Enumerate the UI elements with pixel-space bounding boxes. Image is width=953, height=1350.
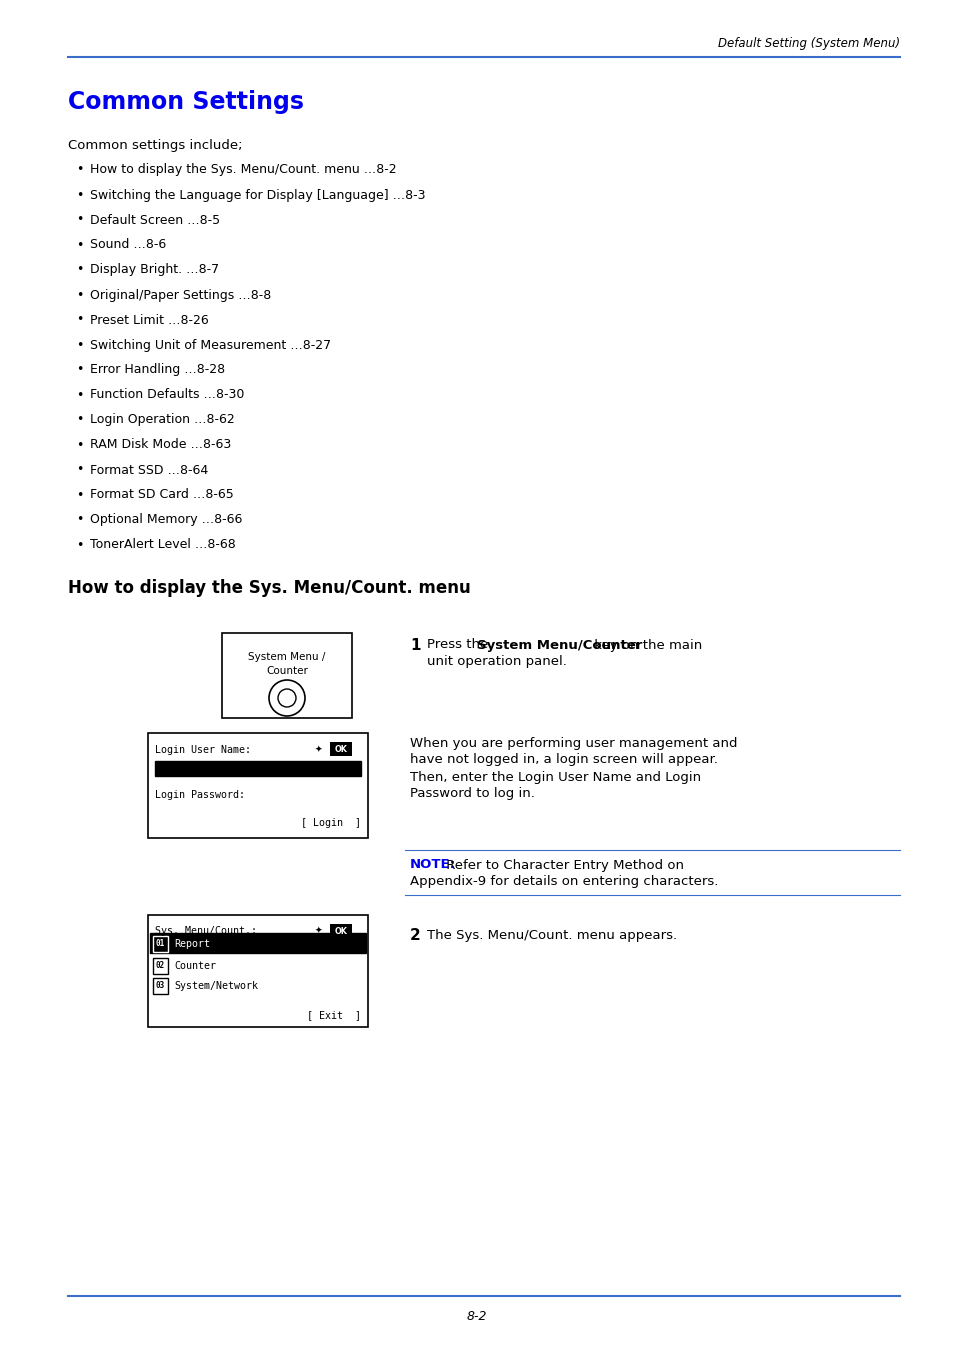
Text: •: • [76,339,83,351]
Text: •: • [76,389,83,401]
Text: [ Login  ]: [ Login ] [301,818,360,828]
Text: Login Password:: Login Password: [154,790,245,801]
FancyBboxPatch shape [152,958,168,973]
Text: When you are performing user management and: When you are performing user management … [410,737,737,749]
Text: unit operation panel.: unit operation panel. [427,656,566,668]
Text: How to display the Sys. Menu/Count. menu …8-2: How to display the Sys. Menu/Count. menu… [90,163,396,177]
Text: TonerAlert Level …8-68: TonerAlert Level …8-68 [90,539,235,552]
Text: ✦: ✦ [314,926,321,936]
Text: •: • [76,363,83,377]
Text: 8-2: 8-2 [466,1311,487,1323]
Text: Default Setting (System Menu): Default Setting (System Menu) [717,38,899,50]
FancyBboxPatch shape [152,936,168,952]
Text: •: • [76,513,83,526]
FancyBboxPatch shape [148,915,368,1027]
Text: System Menu/Counter: System Menu/Counter [477,639,642,652]
Text: Error Handling …8-28: Error Handling …8-28 [90,363,225,377]
Text: Counter: Counter [266,666,308,676]
Text: •: • [76,213,83,227]
Circle shape [277,688,295,707]
Text: Appendix-9 for details on entering characters.: Appendix-9 for details on entering chara… [410,876,718,888]
Text: Login Operation …8-62: Login Operation …8-62 [90,413,234,427]
Text: NOTE:: NOTE: [410,859,456,872]
Text: OK: OK [335,745,347,755]
Text: •: • [76,239,83,251]
Text: RAM Disk Mode …8-63: RAM Disk Mode …8-63 [90,439,231,451]
Text: Login User Name:: Login User Name: [154,745,251,755]
Text: key on the main: key on the main [589,639,701,652]
Text: Default Screen …8-5: Default Screen …8-5 [90,213,220,227]
Text: Switching Unit of Measurement …8-27: Switching Unit of Measurement …8-27 [90,339,331,351]
Text: Counter: Counter [173,961,215,971]
Text: Sys. Menu/Count.:: Sys. Menu/Count.: [154,926,256,936]
Text: System Menu /: System Menu / [248,652,325,662]
Text: •: • [76,463,83,477]
Text: Refer to Character Entry Method on: Refer to Character Entry Method on [441,859,683,872]
Text: Preset Limit …8-26: Preset Limit …8-26 [90,313,209,327]
Text: How to display the Sys. Menu/Count. menu: How to display the Sys. Menu/Count. menu [68,579,470,597]
Text: •: • [76,539,83,552]
FancyBboxPatch shape [330,743,352,756]
Text: Then, enter the Login User Name and Login: Then, enter the Login User Name and Logi… [410,771,700,783]
Text: Common settings include;: Common settings include; [68,139,242,151]
Text: Display Bright. …8-7: Display Bright. …8-7 [90,263,219,277]
Text: 2: 2 [410,927,420,942]
Text: The Sys. Menu/Count. menu appears.: The Sys. Menu/Count. menu appears. [427,929,677,941]
Text: Format SD Card …8-65: Format SD Card …8-65 [90,489,233,501]
Bar [150,933,366,953]
Text: Sound …8-6: Sound …8-6 [90,239,166,251]
Text: System/Network: System/Network [173,981,257,991]
FancyBboxPatch shape [222,633,352,718]
FancyBboxPatch shape [152,977,168,994]
Text: Common Settings: Common Settings [68,90,304,113]
Text: [ Exit  ]: [ Exit ] [307,1010,360,1021]
Text: •: • [76,163,83,177]
Text: OK: OK [335,927,347,937]
Text: •: • [76,289,83,301]
Text: Original/Paper Settings …8-8: Original/Paper Settings …8-8 [90,289,271,301]
Text: ✦: ✦ [314,745,321,755]
Text: Optional Memory …8-66: Optional Memory …8-66 [90,513,242,526]
Text: Password to log in.: Password to log in. [410,787,535,801]
FancyBboxPatch shape [148,733,368,838]
Text: •: • [76,413,83,427]
Circle shape [269,680,305,716]
Text: 02: 02 [155,961,165,971]
Text: 01: 01 [155,940,165,949]
Text: •: • [76,489,83,501]
Text: Report: Report [173,940,210,949]
Text: •: • [76,313,83,327]
Text: Format SSD …8-64: Format SSD …8-64 [90,463,208,477]
Text: have not logged in, a login screen will appear.: have not logged in, a login screen will … [410,753,717,767]
Text: 03: 03 [155,981,165,991]
Bar [154,761,360,776]
Text: •: • [76,189,83,201]
Text: Switching the Language for Display [Language] …8-3: Switching the Language for Display [Lang… [90,189,425,201]
Text: 1: 1 [410,637,420,652]
Text: •: • [76,439,83,451]
Text: •: • [76,263,83,277]
Text: Function Defaults …8-30: Function Defaults …8-30 [90,389,244,401]
Text: Press the: Press the [427,639,492,652]
FancyBboxPatch shape [330,923,352,938]
